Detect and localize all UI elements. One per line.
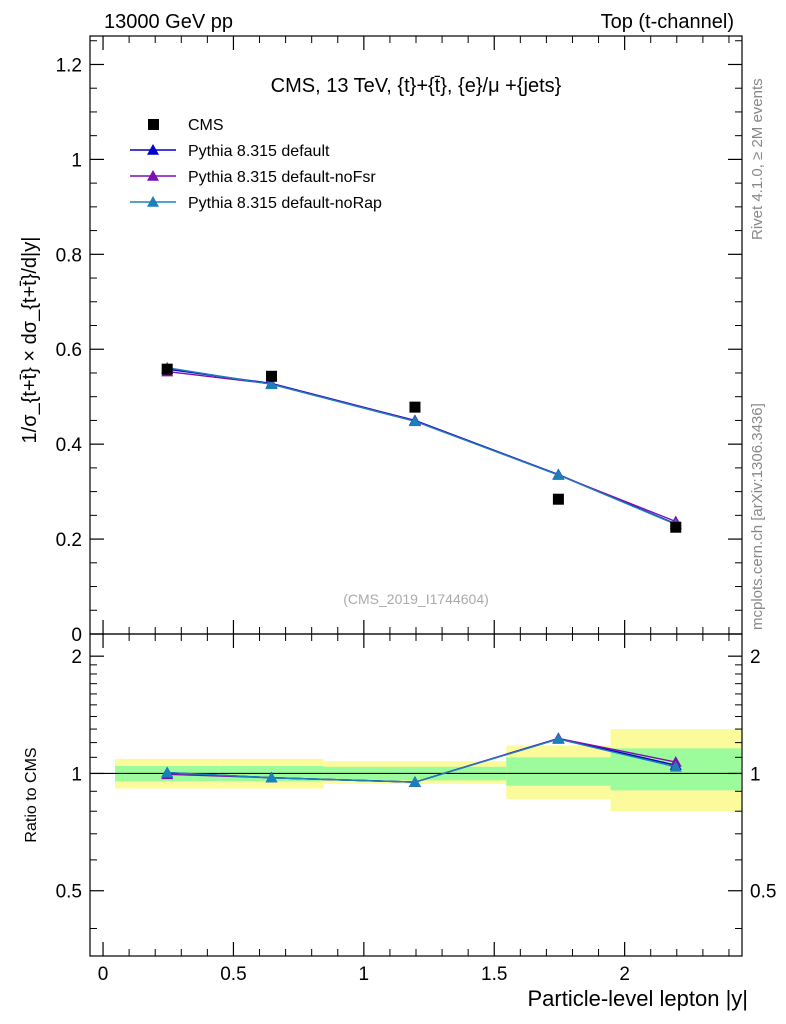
y-axis-label: 1/σ_{t+t̄} × dσ_{t+t̄}/d|y| (19, 237, 41, 444)
ratio-y-axis-label: Ratio to CMS (23, 747, 40, 842)
series-line (167, 370, 677, 523)
series-marker (265, 378, 278, 390)
data-point (266, 370, 278, 382)
ratio-series-marker (161, 766, 174, 778)
ratio-series-marker (552, 733, 565, 744)
ratio-tick-label-right: 2 (750, 647, 761, 668)
mcplots-label: mcplots.cern.ch [arXiv:1306.3436] (749, 403, 766, 630)
ratio-uncertainty-bands (115, 729, 741, 812)
legend-label-cms: CMS (188, 117, 224, 134)
x-tick-label: 1 (359, 964, 370, 985)
data-point (161, 363, 173, 375)
y-tick-label: 0.8 (56, 245, 82, 266)
ratio-band-inner (506, 757, 611, 786)
x-tick-label: 0.5 (220, 964, 246, 985)
ratio-series-group (161, 732, 682, 787)
y-tick-label: 1 (71, 150, 82, 171)
series-line (167, 368, 677, 525)
analysis-id-label: (CMS_2019_I1744604) (343, 591, 489, 607)
series-marker (552, 469, 565, 480)
legend: CMS Pythia 8.315 default Pythia 8.315 defa… (130, 117, 382, 212)
chart-title: CMS, 13 TeV, {t}+{t̄}, {e}/μ +{jets} (271, 75, 562, 97)
y-tick-label: 0.4 (56, 435, 83, 456)
ratio-tick-label: 0.5 (56, 882, 82, 903)
y-tick-label: 0.2 (56, 530, 82, 551)
ratio-axis-ticks: 0.5 0.5 1 1 2 2 0 0.5 1 1.5 2 (56, 634, 776, 985)
legend-marker (147, 144, 159, 155)
header-right: Top (t-channel) (601, 11, 734, 33)
y-tick-label: 1.2 (56, 55, 82, 76)
x-axis-label: Particle-level lepton |y| (527, 986, 748, 1011)
x-tick-label: 0 (98, 964, 109, 985)
rivet-version-label: Rivet 4.1.0, ≥ 2M events (749, 78, 766, 240)
data-point (670, 521, 682, 533)
legend-label: Pythia 8.315 default (188, 143, 330, 160)
legend-marker (147, 170, 159, 181)
main-series-group (161, 361, 682, 533)
x-tick-label: 1.5 (481, 964, 507, 985)
main-axis-ticks: 0 0.2 0.4 0.6 0.8 1 1.2 (56, 36, 742, 646)
ratio-tick-label: 2 (71, 647, 82, 668)
data-point (552, 493, 564, 505)
legend-marker-cms (148, 119, 159, 130)
ratio-tick-label-right: 0.5 (750, 882, 776, 903)
ratio-tick-label-right: 1 (750, 764, 761, 785)
series-line (167, 367, 677, 526)
y-tick-label: 0 (71, 625, 82, 646)
x-tick-label: 2 (619, 964, 630, 985)
legend-label: Pythia 8.315 default-noFsr (188, 169, 376, 186)
ratio-series-marker (265, 771, 278, 783)
ratio-panel: 0.5 0.5 1 1 2 2 0 0.5 1 1.5 2 (56, 633, 776, 985)
y-tick-label: 0.6 (56, 340, 82, 361)
ratio-series-marker (669, 760, 682, 772)
ratio-tick-label: 1 (71, 764, 82, 785)
legend-marker (147, 196, 159, 207)
series-marker (408, 415, 421, 427)
header-left: 13000 GeV pp (104, 11, 233, 33)
main-panel: 0 0.2 0.4 0.6 0.8 1 1.2 CMS, 13 TeV, {t}+{t̄},… (56, 35, 743, 646)
data-point (409, 401, 421, 413)
ratio-series-marker (408, 776, 421, 787)
legend-label: Pythia 8.315 default-noRap (188, 195, 382, 212)
